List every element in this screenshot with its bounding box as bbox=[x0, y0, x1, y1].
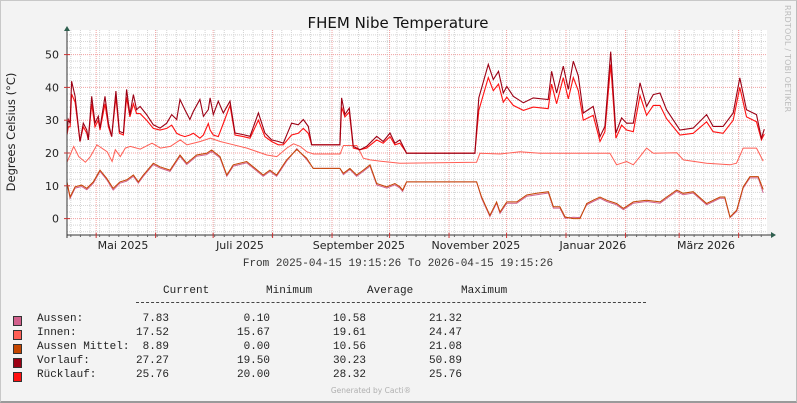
chart-title: FHEM Nibe Temperature bbox=[307, 14, 488, 32]
legend-header-maximum: Maximum bbox=[461, 285, 508, 297]
legend-divider bbox=[136, 302, 646, 303]
axes: 0 10 20 30 40 50 Mai 2025 Juli 2025 September 20… bbox=[45, 26, 776, 252]
x-tick-label: September 2025 bbox=[313, 239, 405, 252]
x-tick-label: November 2025 bbox=[432, 239, 521, 252]
x-tick-label: Mai 2025 bbox=[98, 239, 149, 252]
legend-swatch bbox=[13, 330, 22, 340]
legend-average-value: 10.56 bbox=[332, 341, 366, 353]
y-axis-label: Degrees Celsius (°C) bbox=[4, 73, 18, 192]
series-line-aussen bbox=[66, 147, 764, 219]
legend-minimum-value: 0.00 bbox=[243, 341, 270, 353]
legend-header-current: Current bbox=[163, 285, 210, 297]
legend-current-value: 17.52 bbox=[135, 327, 169, 339]
series-line-aussen-mittel bbox=[66, 148, 764, 220]
x-tick-label: Januar 2026 bbox=[559, 239, 627, 252]
legend-label: Innen: bbox=[37, 327, 77, 339]
legend-label: Aussen Mittel: bbox=[37, 341, 130, 353]
legend-maximum-value: 24.47 bbox=[428, 327, 462, 339]
legend-label: Vorlauf: bbox=[37, 355, 90, 367]
legend-label: Rücklauf: bbox=[37, 369, 97, 381]
legend-swatch bbox=[13, 358, 22, 368]
legend-average-value: 10.58 bbox=[332, 313, 366, 325]
legend-average-value: 28.32 bbox=[332, 369, 366, 381]
legend-maximum-value: 25.76 bbox=[428, 369, 462, 381]
legend-current-value: 27.27 bbox=[135, 355, 169, 367]
y-tick-label: 0 bbox=[52, 213, 59, 226]
y-tick-label: 40 bbox=[45, 81, 59, 94]
y-axis-arrow-icon bbox=[64, 26, 70, 31]
generated-by-text: Generated by Cacti® bbox=[330, 386, 412, 395]
y-tick-label: 20 bbox=[45, 147, 59, 160]
legend-swatch bbox=[13, 344, 22, 354]
legend-current-value: 7.83 bbox=[142, 313, 169, 325]
legend-maximum-value: 50.89 bbox=[428, 355, 462, 367]
y-tick-label: 10 bbox=[45, 180, 59, 193]
legend-current-value: 25.76 bbox=[135, 369, 169, 381]
legend-minimum-value: 0.10 bbox=[243, 313, 270, 325]
legend-header-minimum: Minimum bbox=[266, 285, 313, 297]
legend-header-average: Average bbox=[367, 285, 414, 297]
legend-minimum-value: 20.00 bbox=[236, 369, 270, 381]
time-range-text: From 2025-04-15 19:15:26 To 2026-04-15 1… bbox=[243, 258, 553, 270]
legend-current-value: 8.89 bbox=[142, 341, 169, 353]
legend-swatch bbox=[13, 372, 22, 382]
y-tick-label: 50 bbox=[45, 49, 59, 62]
legend-average-value: 30.23 bbox=[332, 355, 366, 367]
legend-minimum-value: 19.50 bbox=[236, 355, 270, 367]
legend-swatch bbox=[13, 316, 22, 326]
series-line-innen bbox=[66, 137, 764, 166]
legend-label: Aussen: bbox=[37, 313, 84, 325]
series-lines bbox=[66, 51, 765, 220]
x-axis-arrow-icon bbox=[771, 232, 776, 238]
legend-minimum-value: 15.67 bbox=[236, 327, 270, 339]
rrdtool-credit: RRDTOOL / TOBI OETIKER bbox=[783, 5, 792, 113]
legend-average-value: 19.61 bbox=[332, 327, 366, 339]
series-line-vorlauf bbox=[66, 51, 765, 154]
x-tick-label: März 2026 bbox=[677, 239, 735, 252]
legend-maximum-value: 21.32 bbox=[428, 313, 462, 325]
x-tick-label: Juli 2025 bbox=[215, 239, 264, 252]
y-tick-label: 30 bbox=[45, 114, 59, 127]
legend-maximum-value: 21.08 bbox=[428, 341, 462, 353]
